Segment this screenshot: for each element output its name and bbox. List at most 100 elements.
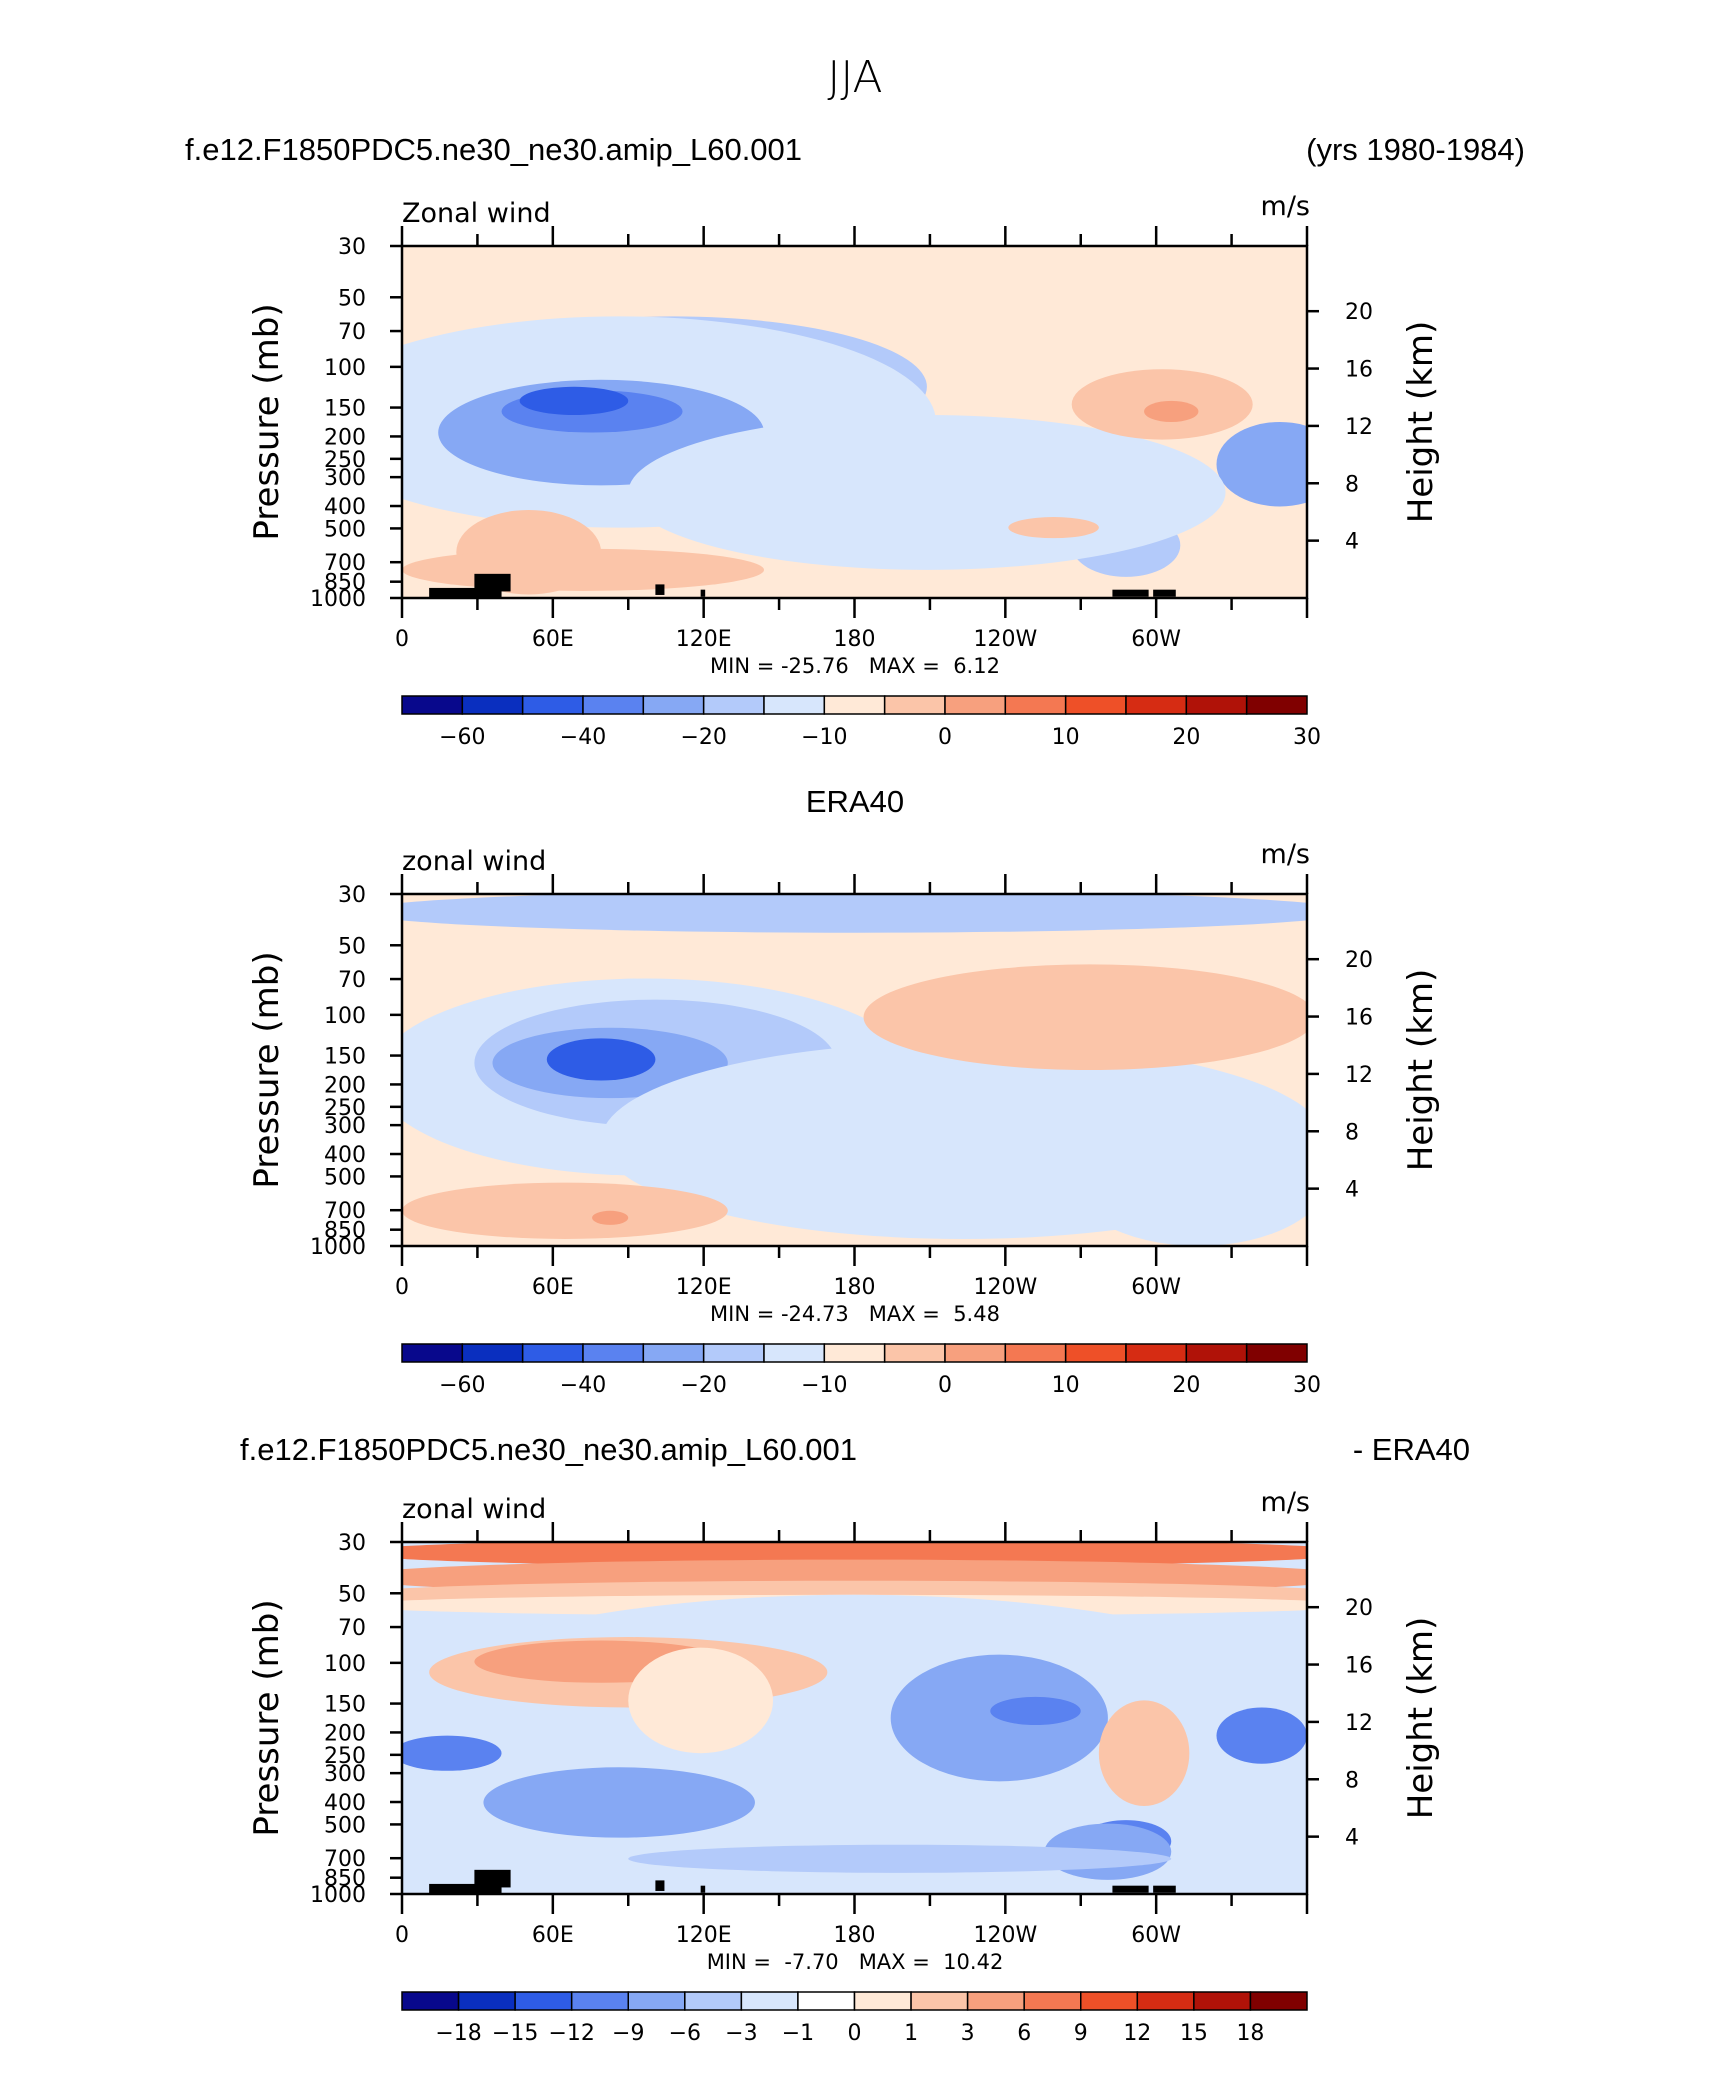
colorbar-swatch <box>1185 695 1248 715</box>
contour-region-11 <box>1144 400 1199 422</box>
y-right-tick-label: 20 <box>1345 1596 1373 1621</box>
y-tick-label: 500 <box>324 1813 366 1838</box>
terrain-block-2 <box>655 1880 665 1891</box>
y-tick-label: 850 <box>324 1867 366 1892</box>
x-tick-label: 60W <box>1131 1923 1181 1948</box>
colorbar-swatch <box>1023 1991 1082 2011</box>
colorbar-label: −6 <box>669 2021 701 2046</box>
terrain-block-4 <box>1112 1885 1149 1893</box>
y-right-axis-label: Height (km) <box>1401 969 1441 1172</box>
colorbar-label: −12 <box>548 2021 594 2046</box>
colorbar-label: −10 <box>801 725 847 750</box>
y-tick-label: 400 <box>324 495 366 520</box>
y-tick-label: 50 <box>338 286 366 311</box>
terrain-block-5 <box>1153 589 1176 597</box>
colorbar-swatch <box>1245 1343 1308 1363</box>
colorbar-swatch <box>401 1991 460 2011</box>
colorbar-label: 3 <box>961 2021 975 2046</box>
colorbar-label: 10 <box>1052 1373 1080 1398</box>
colorbar-swatch <box>684 1991 743 2011</box>
y-tick-label: 50 <box>338 1582 366 1607</box>
colorbar-swatch <box>1185 1343 1248 1363</box>
y-right-tick-label: 16 <box>1345 358 1373 383</box>
terrain-block-2 <box>655 584 665 595</box>
x-tick-label: 120W <box>973 1923 1037 1948</box>
x-tick-label: 0 <box>395 627 409 652</box>
x-tick-label: 60W <box>1131 627 1181 652</box>
contour-region-7 <box>628 414 1226 570</box>
contour-plot <box>402 246 1307 598</box>
contour-region-9 <box>1062 1091 1307 1246</box>
colorbar-label: −3 <box>725 2021 757 2046</box>
x-tick-label: 60E <box>532 1275 574 1300</box>
y-tick-label: 400 <box>324 1791 366 1816</box>
terrain-block-5 <box>1153 1885 1176 1893</box>
subtitle-right: m/s <box>1261 839 1310 870</box>
contour-region-0 <box>402 1542 1307 1567</box>
x-tick-label: 60W <box>1131 1275 1181 1300</box>
x-tick-label: 120E <box>676 1275 732 1300</box>
y-axis-label: Pressure (mb) <box>247 303 287 540</box>
colorbar-swatch <box>1004 1343 1067 1363</box>
colorbar-label: 0 <box>848 2021 862 2046</box>
y-right-tick-label: 8 <box>1345 1768 1359 1793</box>
colorbar-swatch <box>1125 695 1188 715</box>
contour-region-14 <box>1216 1707 1307 1764</box>
y-tick-label: 250 <box>324 1096 366 1121</box>
x-tick-label: 0 <box>395 1275 409 1300</box>
contour-region-12 <box>483 1767 755 1838</box>
contour-region-9 <box>402 548 764 591</box>
panel-diff: f.e12.F1850PDC5.ne30_ne30.amip_L60.001 -… <box>240 1432 1470 2046</box>
colorbar-swatch <box>1004 695 1067 715</box>
terrain-block-1 <box>474 1869 511 1888</box>
y-tick-label: 100 <box>324 1652 366 1677</box>
y-tick-label: 50 <box>338 934 366 959</box>
y-tick-label: 850 <box>324 1219 366 1244</box>
stats-text: MIN = -25.76 MAX = 6.12 <box>710 654 1000 678</box>
colorbar-swatch <box>1080 1991 1139 2011</box>
y-right-tick-label: 12 <box>1345 1063 1373 1088</box>
colorbar-label: 20 <box>1172 725 1200 750</box>
colorbar-swatch <box>883 695 946 715</box>
y-right-tick-label: 12 <box>1345 415 1373 440</box>
colorbar-swatch <box>823 695 886 715</box>
x-tick-label: 60E <box>532 1923 574 1948</box>
colorbar-swatch <box>1125 1343 1188 1363</box>
colorbar-label: 1 <box>904 2021 918 2046</box>
y-right-tick-label: 16 <box>1345 1006 1373 1031</box>
terrain-block-0 <box>429 1883 502 1894</box>
contour-region-13 <box>402 1735 502 1771</box>
colorbar-swatch <box>1245 695 1308 715</box>
colorbar-swatch <box>521 1343 584 1363</box>
y-right-tick-label: 4 <box>1345 1178 1359 1203</box>
x-tick-label: 120E <box>676 1923 732 1948</box>
y-tick-label: 150 <box>324 1045 366 1070</box>
colorbar-swatch <box>797 1991 856 2011</box>
contour-plot <box>402 1542 1307 1894</box>
y-right-tick-label: 4 <box>1345 530 1359 555</box>
case-title: f.e12.F1850PDC5.ne30_ne30.amip_L60.001 <box>185 132 802 167</box>
colorbar-swatch <box>1193 1991 1252 2011</box>
colorbar-label: −10 <box>801 1373 847 1398</box>
y-right-tick-label: 12 <box>1345 1711 1373 1736</box>
case-title: ERA40 <box>806 784 904 819</box>
colorbar-label: −60 <box>439 725 485 750</box>
contour-region-7 <box>402 1182 728 1239</box>
colorbar-swatch <box>401 1343 464 1363</box>
contour-region-9 <box>628 1647 774 1754</box>
y-tick-label: 150 <box>324 1693 366 1718</box>
y-right-tick-label: 20 <box>1345 300 1373 325</box>
contour-region-12 <box>1008 517 1099 539</box>
colorbar-swatch <box>582 1343 645 1363</box>
x-tick-label: 120E <box>676 627 732 652</box>
y-tick-label: 500 <box>324 1165 366 1190</box>
y-tick-label: 700 <box>324 551 366 576</box>
panel-obs: ERA40 zonal wind m/s 3050701001502002503… <box>247 784 1441 1398</box>
y-right-tick-label: 8 <box>1345 1120 1359 1145</box>
colorbar-swatch <box>944 695 1007 715</box>
y-tick-label: 200 <box>324 1721 366 1746</box>
terrain-block-1 <box>474 573 511 592</box>
y-tick-label: 1000 <box>310 587 366 612</box>
colorbar-swatch <box>461 1343 524 1363</box>
colorbar-label: 9 <box>1074 2021 1088 2046</box>
